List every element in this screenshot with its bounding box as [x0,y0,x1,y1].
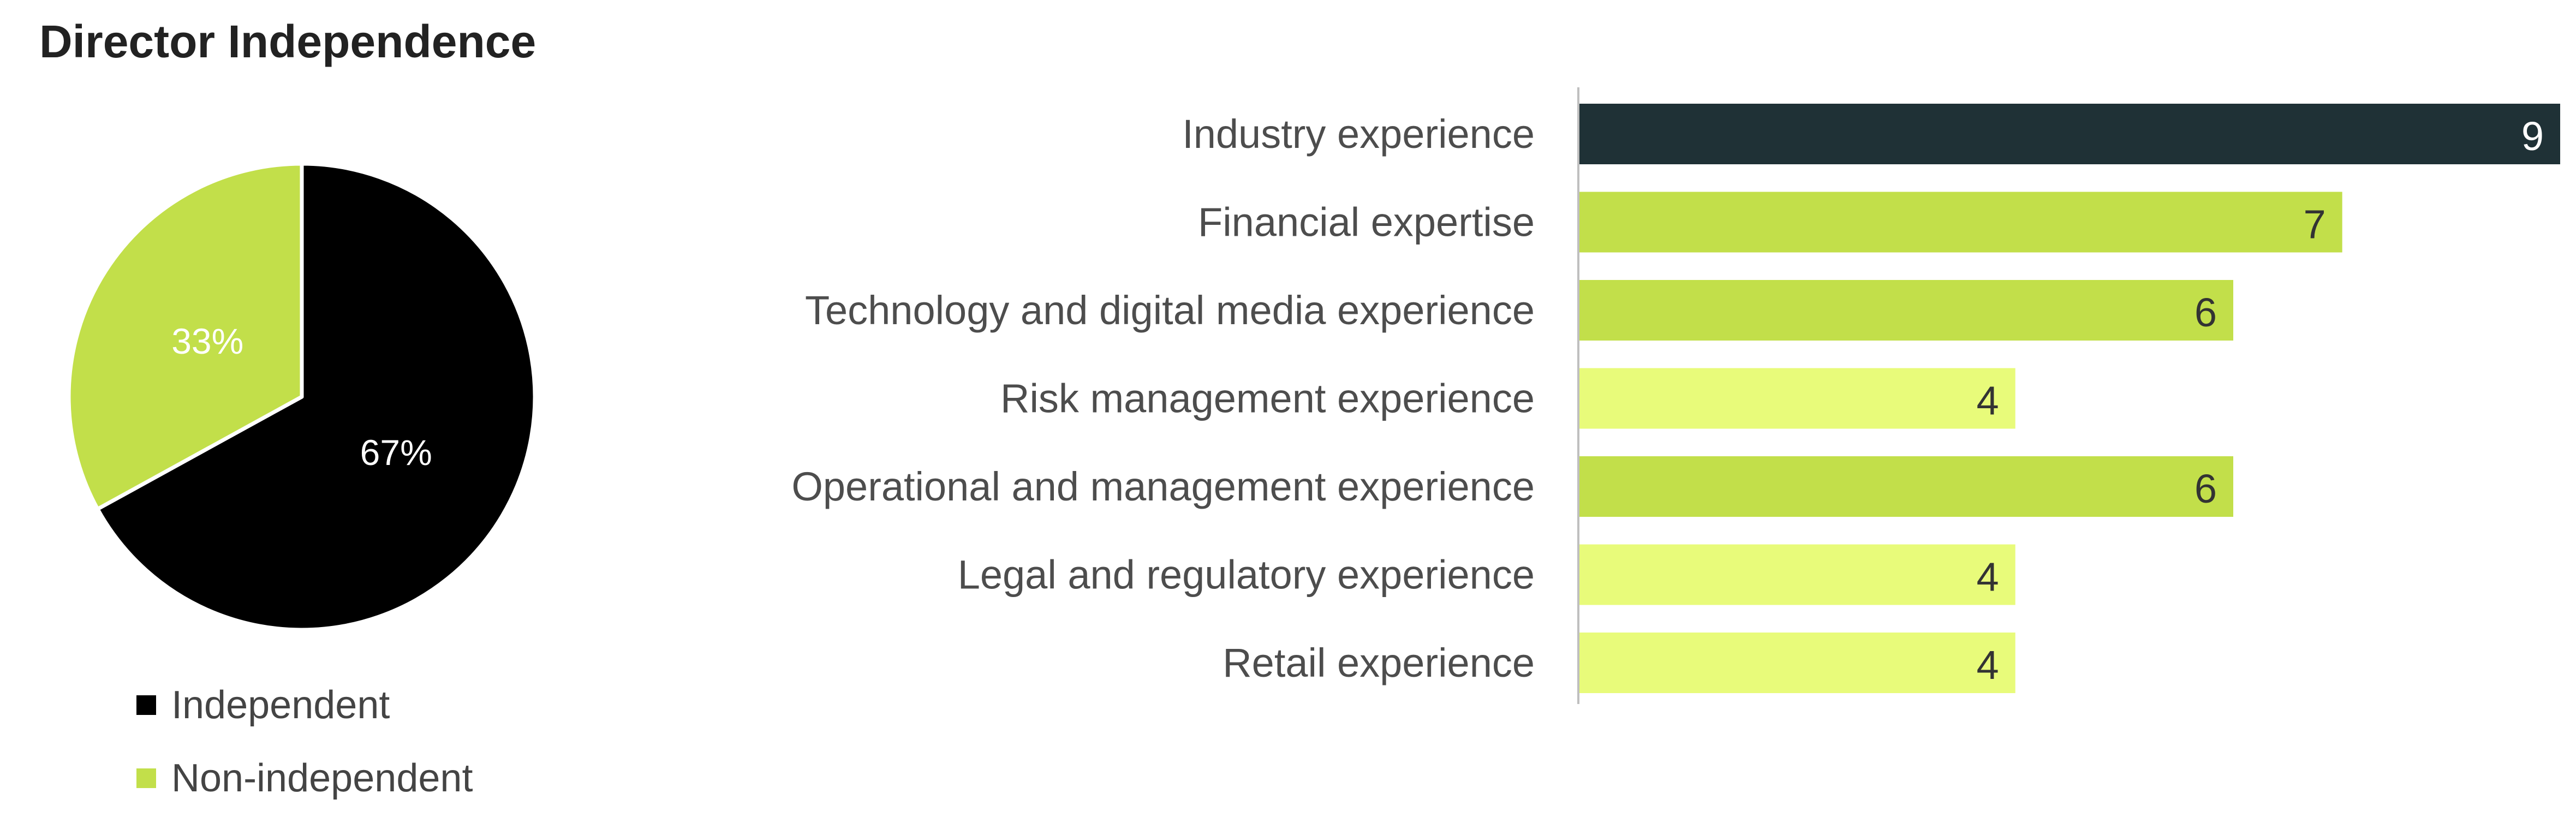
category-label-legal-and-regulatory-experience: Legal and regulatory experience [958,552,1535,598]
category-label-technology-and-digital-media-experience: Technology and digital media experience [805,288,1535,333]
legend-swatch-non-independent [136,768,156,788]
bar-legal-and-regulatory-experience [1579,544,2016,605]
legend-label-non-independent: Non-independent [171,756,473,800]
pie-slice-non-independent [67,162,304,511]
data-label-industry-experience: 9 [2521,114,2544,159]
legend-item-non-independent: Non-independent [136,754,473,803]
data-label-risk-management-experience: 4 [1977,378,1999,424]
category-label-operational-and-management-experience: Operational and management experience [791,464,1535,509]
category-label-financial-expertise: Financial expertise [1198,200,1535,245]
pie-label-non-independent: 33% [171,321,243,361]
bar-financial-expertise [1579,192,2342,253]
data-label-operational-and-management-experience: 6 [2195,466,2217,511]
bar-retail-experience [1579,633,2016,693]
bar-chart: Industry experience 9 Financial expertise 7… [791,87,2560,704]
bar-operational-and-management-experience [1579,456,2233,517]
legend-item-independent: Independent [136,681,390,730]
legend-label-independent: Independent [171,683,390,727]
pie-label-independent: 67% [360,432,432,473]
legend-swatch-independent [136,695,156,715]
bar-technology-and-digital-media-experience [1579,280,2233,341]
category-label-industry-experience: Industry experience [1182,111,1535,157]
chart-title: Director Independence [39,16,536,67]
data-label-technology-and-digital-media-experience: 6 [2195,290,2217,335]
data-label-legal-and-regulatory-experience: 4 [1977,554,1999,600]
data-label-financial-expertise: 7 [2304,202,2326,247]
data-label-retail-experience: 4 [1977,642,1999,688]
bar-industry-experience [1579,104,2560,164]
pie-slice-independent [96,162,537,632]
pie-chart: 67% 33% [67,162,537,632]
category-label-risk-management-experience: Risk management experience [1000,376,1535,421]
category-label-retail-experience: Retail experience [1223,640,1535,685]
bar-risk-management-experience [1579,368,2016,429]
